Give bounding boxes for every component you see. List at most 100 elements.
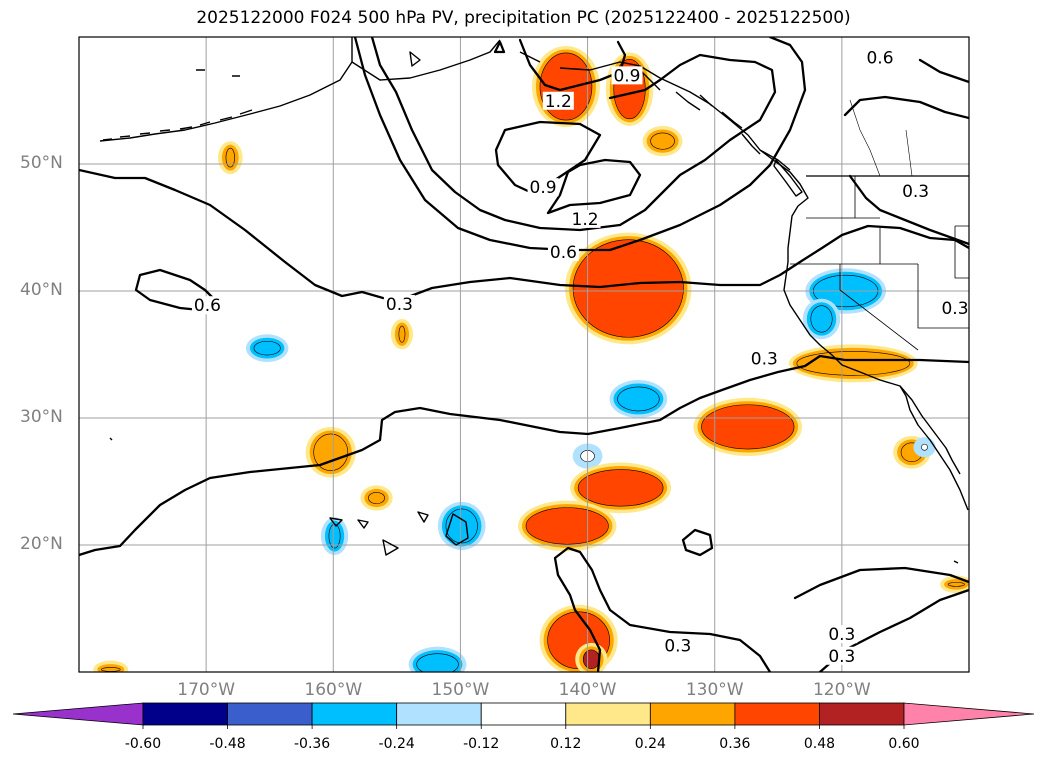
- lat-label: 50°N: [20, 153, 63, 173]
- contour-label: 0.3: [751, 350, 778, 370]
- pv-contour-0.3-lower: [553, 546, 772, 672]
- contour-label-bg: [611, 66, 643, 85]
- map-frame: [78, 36, 970, 673]
- kodiak-island: [409, 51, 421, 67]
- pv-contour-0.9-loop: [494, 120, 602, 194]
- coastlines: [99, 37, 969, 564]
- contour-label: 0.6: [550, 243, 577, 263]
- pv-contour-0.3-north: [848, 174, 969, 246]
- colorbar-segment: [311, 702, 398, 726]
- colorbar-tick-label: 0.36: [719, 736, 751, 752]
- colorbar-tick-label: -0.12: [463, 736, 500, 752]
- precip-area: [253, 340, 281, 356]
- colorbar-tick-label: -0.48: [209, 736, 246, 752]
- pv-contours: [79, 37, 969, 672]
- precip-area: [328, 523, 341, 549]
- lon-label: 150°W: [431, 680, 490, 700]
- canada-provinces: [849, 99, 913, 177]
- pv-contour-1.2-north: [518, 38, 627, 92]
- colorbar-segment: [565, 702, 651, 726]
- precip-area: [445, 508, 478, 544]
- contour-label: 0.6: [866, 49, 893, 69]
- lon-label: 130°W: [685, 680, 744, 700]
- alaska-panhandle-islands: [639, 69, 761, 155]
- vancouver-island: [773, 159, 803, 197]
- map-title: 2025122000 F024 500 hPa PV, precipitatio…: [196, 8, 851, 28]
- pv-contour-1.2-loop: [546, 158, 642, 215]
- colorbar-segment: [649, 702, 736, 726]
- contour-label: 1.2: [545, 92, 572, 112]
- contour-label: 0.3: [902, 182, 929, 202]
- precip-area: [416, 653, 459, 672]
- contour-label: 0.9: [530, 178, 557, 198]
- contour-label-bg: [826, 646, 858, 665]
- lon-label: 170°W: [177, 680, 236, 700]
- contour-label-bg: [748, 349, 780, 368]
- contour-label: 0.9: [613, 66, 640, 86]
- pv-contour-0.3-west: [79, 168, 969, 302]
- pv-contour-0.6-north: [843, 58, 969, 120]
- precip-area: [796, 351, 911, 376]
- contour-label: 1.2: [572, 210, 599, 230]
- precip-area: [101, 667, 121, 672]
- state-borders: [790, 176, 969, 351]
- lat-label: 40°N: [20, 280, 63, 300]
- precip-area: [368, 492, 385, 504]
- aleutian-islands: [102, 109, 253, 141]
- pv-contour-small-loop: [681, 528, 714, 557]
- contour-label-bg: [662, 636, 694, 655]
- hawaii-oahu-kauai: [329, 517, 399, 556]
- colorbar-segment: [734, 702, 820, 726]
- contour-label: 0.6: [194, 296, 221, 316]
- pv-contour-0.3-south: [79, 354, 969, 557]
- colorbar-extend-high: [903, 702, 1035, 726]
- contour-label-bg: [900, 181, 932, 200]
- contour-label: 0.3: [664, 637, 691, 657]
- lon-label: 140°W: [558, 680, 617, 700]
- contour-label: 0.3: [941, 299, 968, 319]
- pv-contour-0.9-north: [370, 37, 777, 232]
- contour-label-bg: [864, 48, 896, 67]
- precip-area: [617, 386, 660, 412]
- colorbar: [12, 702, 1035, 729]
- colorbar-tick-label: -0.60: [124, 736, 162, 752]
- hawaii-maui: [417, 511, 429, 523]
- pacific-islet: [109, 69, 959, 564]
- lat-label: 30°N: [20, 407, 63, 427]
- us-west-coastline: [783, 261, 969, 511]
- contour-label-bg: [826, 625, 858, 644]
- contour-label: 0.3: [828, 625, 855, 645]
- precip-area: [921, 443, 928, 451]
- precip-area: [947, 582, 965, 587]
- lon-label: 120°W: [812, 680, 871, 700]
- contour-label-bg: [569, 209, 601, 228]
- colorbar-tick-label: -0.36: [293, 736, 331, 752]
- precip-area: [313, 433, 349, 471]
- precip-area: [582, 649, 600, 670]
- colorbar-segment: [480, 702, 567, 726]
- pv-contour-0.6-loop: [134, 268, 217, 312]
- precipitation-shading: [93, 45, 969, 672]
- precip-area: [577, 469, 664, 507]
- colorbar-tick-label: 0.12: [550, 736, 582, 752]
- precip-area: [225, 147, 235, 168]
- hawaii-big-island: [445, 513, 469, 546]
- precip-area: [810, 305, 833, 333]
- lat-label: 20°N: [20, 534, 63, 554]
- gridlines: [79, 37, 969, 672]
- precip-area: [572, 239, 684, 338]
- contour-label: 0.3: [828, 647, 855, 667]
- lon-label: 160°W: [304, 680, 363, 700]
- colorbar-tick-label: 0.24: [634, 736, 666, 752]
- colorbar-tick-label: 0.60: [888, 736, 920, 752]
- pv-contour-0.6-main: [353, 37, 807, 252]
- precip-area: [701, 404, 795, 450]
- colorbar-segment: [227, 702, 313, 726]
- colorbar-tick-label: 0.48: [803, 736, 836, 752]
- precip-area: [525, 507, 609, 545]
- contour-label-bg: [383, 294, 415, 313]
- contour-label-bg: [939, 298, 969, 317]
- alaska-coastline: [99, 37, 353, 142]
- pv-contour-small-north: [493, 40, 506, 54]
